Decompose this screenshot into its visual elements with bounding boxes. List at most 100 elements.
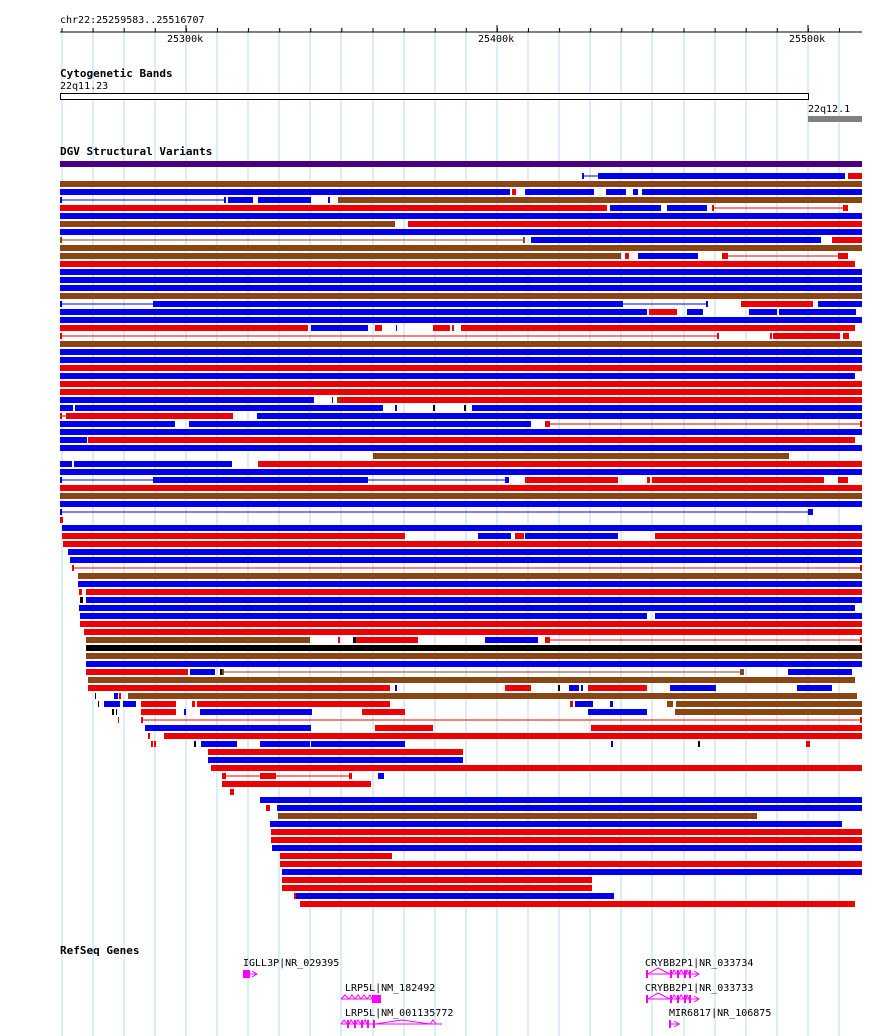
dgv-variant [197, 701, 390, 707]
gene-label[interactable]: IGLL3P|NR_029395 [243, 958, 340, 969]
dgv-variant-tick [582, 173, 584, 179]
dgv-variant [155, 477, 366, 483]
gene-lrp5l-a-intron-chevron [354, 994, 362, 1000]
dgv-variant [60, 205, 607, 211]
dgv-variant-tick [349, 773, 351, 779]
dgv-variant [60, 469, 862, 475]
dgv-variant [86, 653, 862, 659]
dgv-variant-tick [621, 301, 623, 307]
dgv-variant [271, 837, 862, 843]
dgv-variant [192, 701, 195, 707]
gene-crybb2p1-a-intron-chevron [678, 969, 685, 975]
gene-crybb2p1-a-intron-chevron [671, 969, 678, 975]
gene-crybb2p1-a-exon [684, 970, 686, 978]
dgv-variant [845, 205, 848, 211]
dgv-variant-tick [60, 301, 62, 307]
dgv-variant [60, 189, 510, 195]
locus-label: chr22:25259583..25516707 [60, 15, 205, 26]
dgv-variant [311, 325, 368, 331]
dgv-variant [625, 253, 629, 259]
dgv-variant [60, 501, 862, 507]
gene-lrp5l-b-exon [354, 1020, 356, 1028]
gene-label[interactable]: LRP5L|NM_001135772 [345, 1008, 454, 1019]
dgv-variant [60, 221, 395, 227]
cytoband-track-title[interactable]: Cytogenetic Bands [60, 67, 173, 80]
cytoband-22q12-1[interactable] [808, 116, 862, 122]
dgv-variant [282, 885, 592, 891]
dgv-variant [472, 405, 862, 411]
dgv-variant-tick [860, 637, 862, 643]
dgv-variant [569, 685, 579, 691]
dgv-variant [843, 333, 849, 339]
dgv-variant [112, 709, 114, 715]
dgv-variant [271, 829, 862, 835]
dgv-variant [63, 541, 862, 547]
dgv-variant [74, 461, 232, 467]
dgv-variant-tick [60, 509, 62, 515]
gene-lrp5l-b-exon [367, 1020, 369, 1028]
gene-label[interactable]: CRYBB2P1|NR_033734 [645, 958, 754, 969]
dgv-variant [375, 725, 433, 731]
dgv-variant [832, 237, 862, 243]
dgv-variant [300, 901, 855, 907]
dgv-variant [652, 477, 824, 483]
gene-label[interactable]: LRP5L|NM_182492 [345, 983, 436, 994]
dgv-variant-tick [860, 565, 862, 571]
dgv-variant [797, 685, 832, 691]
dgv-variant-tick [66, 413, 68, 419]
gene-label[interactable]: CRYBB2P1|NR_033733 [645, 983, 754, 994]
dgv-variant [378, 773, 384, 779]
gene-label[interactable]: MIR6817|NR_106875 [669, 1008, 772, 1019]
dgv-variant [60, 445, 862, 451]
cytoband-label: 22q11.23 [60, 81, 109, 92]
dgv-variant [485, 637, 538, 643]
dgv-variant-tick [153, 301, 155, 307]
dgv-variant-tick [598, 173, 600, 179]
cytoband-22q11-23[interactable] [60, 93, 809, 100]
dgv-variant [375, 325, 382, 331]
dgv-variant [610, 205, 661, 211]
dgv-variant [311, 741, 405, 747]
dgv-variant [280, 861, 862, 867]
dgv-variant [78, 581, 862, 587]
dgv-variant [655, 533, 862, 539]
dgv-variant [294, 893, 296, 899]
refseq-track-title[interactable]: RefSeq Genes [60, 944, 140, 957]
dgv-variant [88, 677, 855, 683]
dgv-variant [505, 685, 531, 691]
dgv-variant [818, 301, 862, 307]
gene-igll3p-exon [243, 970, 250, 978]
dgv-variant-tick [60, 197, 62, 203]
dgv-variant [675, 709, 862, 715]
dgv-variant [575, 701, 593, 707]
dgv-variant [610, 701, 613, 707]
dgv-variant [151, 741, 153, 747]
strand-arrow-icon [673, 1020, 680, 1028]
dgv-variant [270, 821, 842, 827]
gene-crybb2p1-a-exon [670, 970, 672, 978]
gene-crybb2p1-b-intron-chevron [671, 994, 678, 1000]
dgv-variant [88, 685, 390, 691]
gene-crybb2p1-b-exon [684, 995, 686, 1003]
dgv-variant [395, 405, 397, 411]
dgv-variant [525, 533, 618, 539]
dgv-variant-tick [808, 509, 810, 515]
dgv-variant-tick [838, 253, 840, 259]
dgv-variant [591, 725, 862, 731]
gene-crybb2p1-b-intron-chevron [685, 993, 690, 1000]
dgv-track-title[interactable]: DGV Structural Variants [60, 145, 213, 158]
dgv-variant [78, 573, 862, 579]
gene-lrp5l-a-exon [372, 995, 381, 1003]
dgv-variant [86, 637, 310, 643]
dgv-variant [114, 693, 118, 699]
dgv-variant [154, 741, 156, 747]
gene-lrp5l-b-intron-chevron [374, 1019, 431, 1025]
dgv-variant [353, 637, 356, 643]
ruler[interactable] [0, 20, 890, 70]
dgv-variant-tick [224, 197, 226, 203]
dgv-variant [86, 589, 862, 595]
dgv-variant [741, 301, 813, 307]
